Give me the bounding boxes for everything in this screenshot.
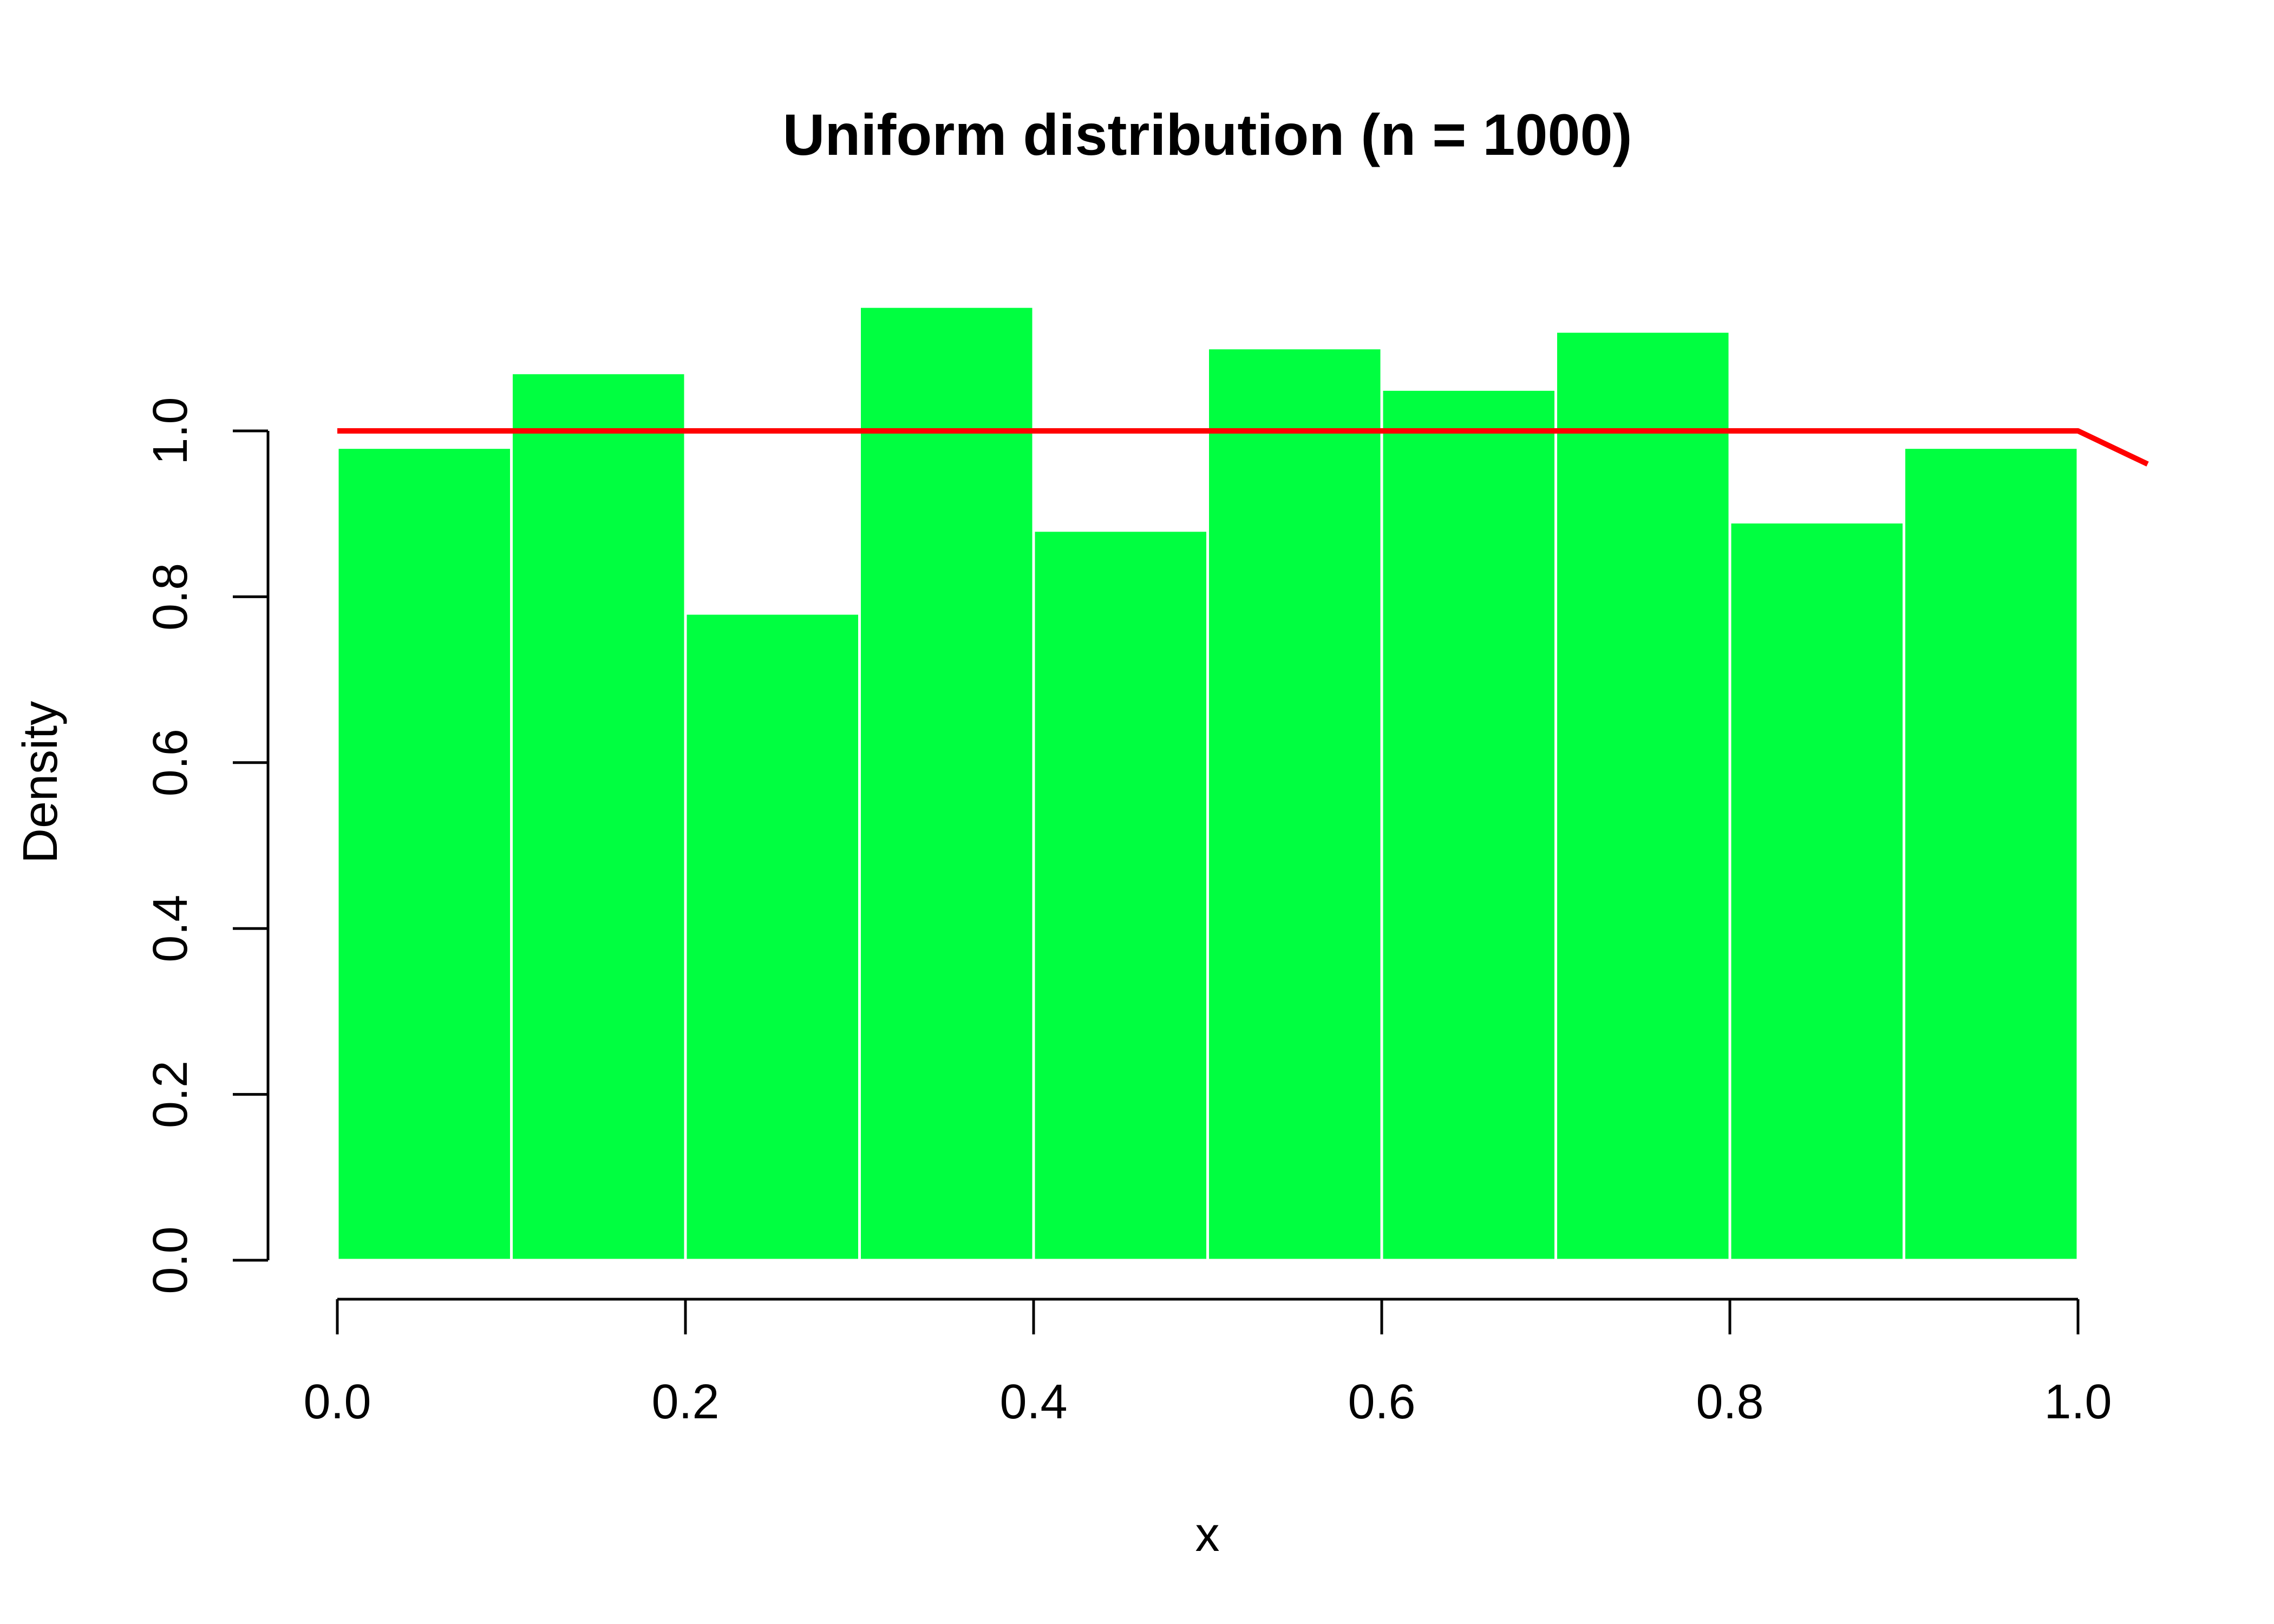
histogram-bars xyxy=(336,305,2080,1262)
chart-title: Uniform distribution (n = 1000) xyxy=(782,102,1632,167)
histogram-bar-4 xyxy=(858,305,1035,1262)
histogram-bar-6 xyxy=(1206,346,1383,1262)
histogram-bar-2 xyxy=(510,371,687,1262)
y-axis: 0.0 0.2 0.4 0.6 0.8 1.0 xyxy=(143,397,270,1294)
x-tick-label-3: 0.6 xyxy=(1348,1375,1415,1429)
density-line-layer xyxy=(337,428,2149,467)
x-tick-label-1: 0.2 xyxy=(651,1375,719,1429)
histogram-bar-10 xyxy=(1903,446,2080,1262)
x-tick-label-5: 1.0 xyxy=(2044,1375,2112,1429)
y-tick-label-3: 0.6 xyxy=(143,729,198,796)
histogram-bar-1 xyxy=(336,446,513,1262)
histogram-bar-9 xyxy=(1728,521,1905,1262)
y-tick-label-2: 0.4 xyxy=(143,895,198,962)
x-axis-label: x xyxy=(1195,1508,1220,1562)
y-tick-label-5: 1.0 xyxy=(143,397,198,464)
y-tick-label-0: 0.0 xyxy=(143,1226,198,1294)
x-axis: 0.0 0.2 0.4 0.6 0.8 1.0 xyxy=(303,1298,2112,1429)
histogram-bar-7 xyxy=(1380,388,1557,1262)
histogram-bar-8 xyxy=(1554,330,1731,1262)
y-tick-label-1: 0.2 xyxy=(143,1060,198,1128)
histogram-bar-5 xyxy=(1032,529,1209,1262)
x-tick-label-2: 0.4 xyxy=(999,1375,1067,1429)
x-tick-label-0: 0.0 xyxy=(303,1375,371,1429)
uniform-density-line xyxy=(337,428,2149,467)
histogram-bar-3 xyxy=(684,612,861,1262)
y-axis-label: Density xyxy=(14,701,68,863)
x-tick-label-4: 0.8 xyxy=(1696,1375,1763,1429)
y-tick-label-4: 0.8 xyxy=(143,563,198,631)
